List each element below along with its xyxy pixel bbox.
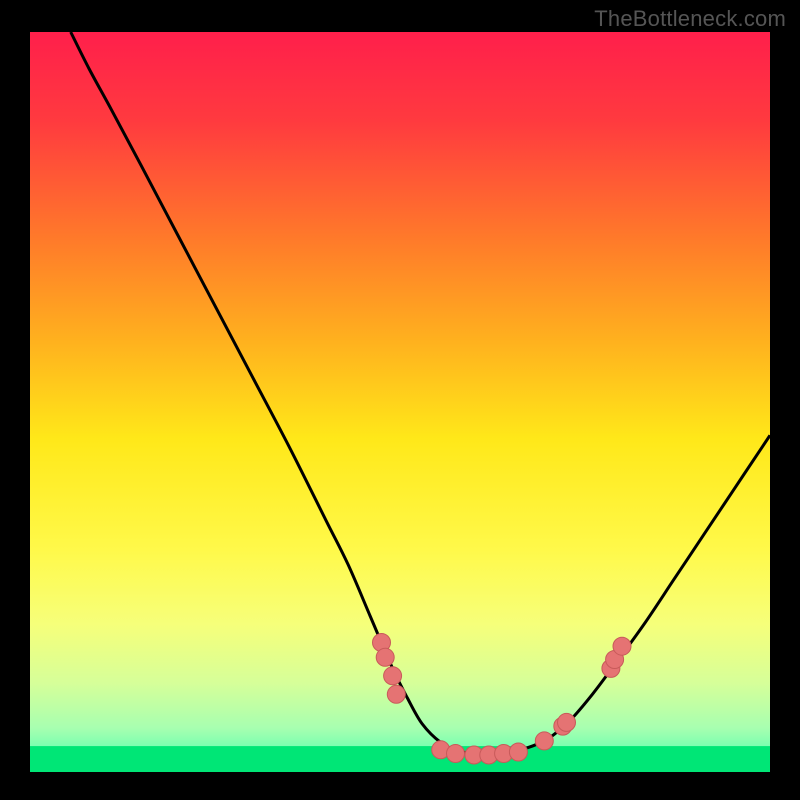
watermark-text: TheBottleneck.com — [594, 6, 786, 32]
plot-gradient-background — [30, 32, 770, 772]
bottom-green-band — [30, 746, 770, 772]
data-marker — [447, 745, 465, 763]
bottleneck-chart — [0, 0, 800, 800]
data-marker — [387, 685, 405, 703]
data-marker — [509, 743, 527, 761]
data-marker — [384, 667, 402, 685]
data-marker — [558, 713, 576, 731]
data-marker — [613, 637, 631, 655]
chart-container: { "watermark": { "text": "TheBottleneck.… — [0, 0, 800, 800]
data-marker — [376, 648, 394, 666]
data-marker — [535, 732, 553, 750]
